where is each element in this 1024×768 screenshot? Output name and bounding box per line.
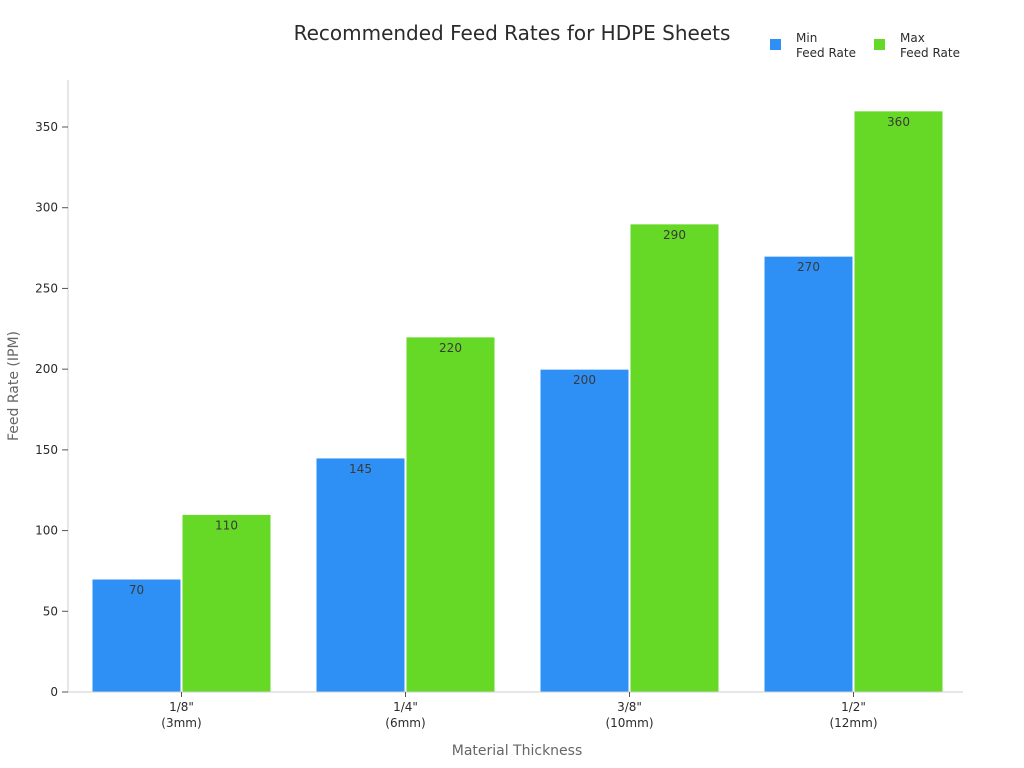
data-label: 110	[215, 518, 238, 532]
x-tick-label: 1/2" (12mm)	[829, 700, 877, 730]
legend-label-min: Min Feed Rate	[796, 31, 856, 60]
y-tick-label: 50	[43, 604, 58, 618]
data-label: 145	[349, 462, 372, 476]
x-tick-label: 1/4" (6mm)	[385, 700, 425, 730]
bar-min	[315, 457, 406, 693]
y-tick-label: 350	[35, 120, 58, 134]
x-tick-label-line: 1/8"	[169, 700, 194, 714]
legend-label-line: Feed Rate	[796, 46, 856, 60]
chart-title: Recommended Feed Rates for HDPE Sheets	[294, 21, 731, 45]
bar-max	[629, 223, 720, 693]
y-tick-label: 300	[35, 201, 58, 215]
x-tick-label-line: (6mm)	[385, 716, 425, 730]
x-tick-label: 3/8" (10mm)	[605, 700, 653, 730]
data-label: 360	[887, 115, 910, 129]
y-tick-label: 250	[35, 281, 58, 295]
y-ticks: 0 50 100 150 200 250 300 350	[35, 120, 68, 699]
data-label: 290	[663, 228, 686, 242]
y-axis-title: Feed Rate (IPM)	[6, 331, 22, 441]
bar-max	[405, 336, 496, 693]
bar-min	[539, 368, 630, 693]
data-labels: 70 110 145 220 200 290 270 360	[129, 115, 910, 597]
x-axis-title: Material Thickness	[452, 743, 583, 759]
data-label: 220	[439, 341, 462, 355]
x-tick-label: 1/8" (3mm)	[161, 700, 201, 730]
x-tick-label-line: (12mm)	[829, 716, 877, 730]
bar-min	[763, 255, 854, 693]
legend-swatch-max	[874, 39, 885, 50]
y-tick-label: 150	[35, 443, 58, 457]
x-tick-label-line: (3mm)	[161, 716, 201, 730]
x-tick-label-line: 1/4"	[393, 700, 418, 714]
data-label: 270	[797, 260, 820, 274]
legend-label-line: Min	[796, 31, 817, 45]
bar-max	[853, 110, 944, 693]
legend-label-max: Max Feed Rate	[900, 31, 960, 60]
x-ticks: 1/8" (3mm) 1/4" (6mm) 3/8" (10mm) 1/2" (12mm)	[161, 692, 878, 730]
y-tick-label: 0	[50, 685, 58, 699]
legend-label-line: Feed Rate	[900, 46, 960, 60]
x-tick-label-line: (10mm)	[605, 716, 653, 730]
legend-label-line: Max	[900, 31, 925, 45]
data-label: 70	[129, 583, 144, 597]
y-tick-label: 200	[35, 362, 58, 376]
bar-max	[181, 513, 272, 693]
x-tick-label-line: 1/2"	[841, 700, 866, 714]
data-label: 200	[573, 373, 596, 387]
bars	[91, 110, 944, 693]
legend-swatch-min	[770, 39, 781, 50]
y-tick-label: 100	[35, 524, 58, 538]
x-tick-label-line: 3/8"	[617, 700, 642, 714]
bar-min	[91, 578, 182, 693]
